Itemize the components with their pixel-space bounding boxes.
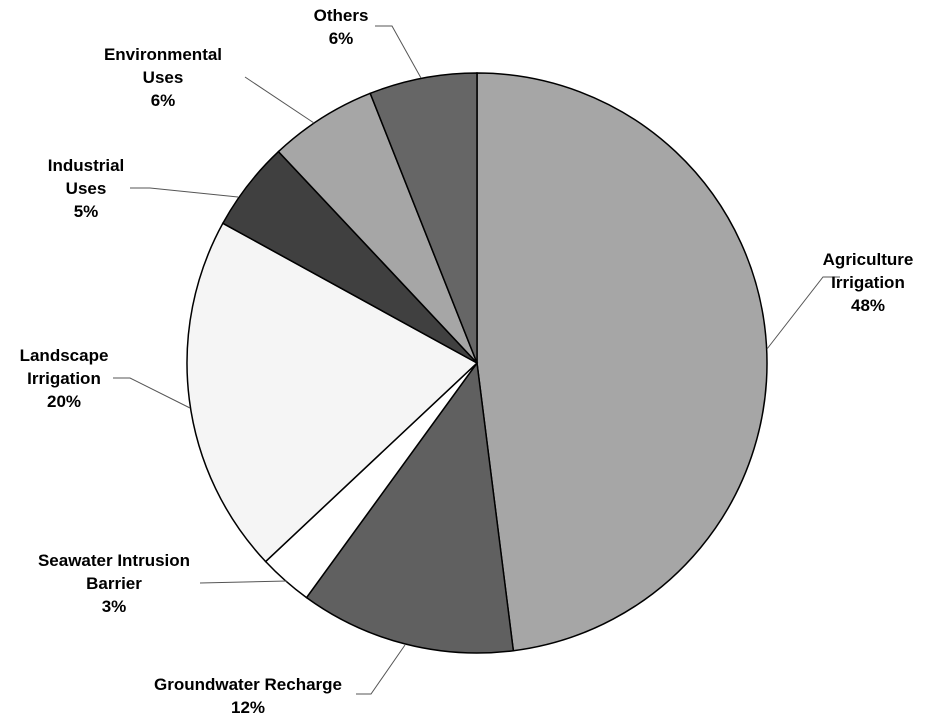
slice-percent: 5% <box>73 202 99 221</box>
slice-label-line: Seawater Intrusion <box>37 551 191 570</box>
slice-label: Others 6% <box>314 4 369 50</box>
slice-label-line: Groundwater Recharge <box>154 675 342 694</box>
leader-line <box>375 25 422 79</box>
slice-percent: 6% <box>150 91 176 110</box>
leader-lines <box>113 25 840 695</box>
slice-label: Environmental Uses 6% <box>104 43 222 112</box>
leader-line <box>244 76 315 124</box>
slice-percent: 48% <box>850 296 886 315</box>
slice-label-line: Industrial <box>47 156 125 175</box>
slice-percent: 3% <box>101 597 127 616</box>
slice-groundwater-recharge <box>305 361 515 654</box>
slice-label-line: Barrier <box>86 574 142 593</box>
slice-agriculture-irrigation <box>476 72 768 652</box>
slice-label-line: Agriculture <box>822 250 914 269</box>
leader-line <box>113 377 191 409</box>
slice-percent: 20% <box>46 392 82 411</box>
pie-slices <box>186 72 768 654</box>
slice-others <box>369 72 478 364</box>
slice-label-line: Others <box>313 6 369 25</box>
slice-label: Groundwater Recharge 12% <box>154 673 342 719</box>
slice-label: Seawater Intrusion Barrier 3% <box>38 549 190 618</box>
slice-percent: 6% <box>328 29 354 48</box>
slice-label: Landscape Irrigation 20% <box>20 344 109 413</box>
slice-label-line: Uses <box>65 179 107 198</box>
slice-landscape-irrigation <box>186 222 479 563</box>
slice-label: Industrial Uses 5% <box>48 154 125 223</box>
leader-line <box>356 644 406 695</box>
leader-line <box>130 187 239 198</box>
slice-label-line: Environmental <box>103 45 223 64</box>
leader-line <box>199 580 288 584</box>
slice-label-line: Irrigation <box>831 273 905 292</box>
slice-label-line: Uses <box>142 68 184 87</box>
slice-label-line: Landscape <box>19 346 109 365</box>
leader-line <box>766 276 840 350</box>
slice-percent: 12% <box>230 698 266 717</box>
slice-label-line: Irrigation <box>27 369 101 388</box>
slice-label: Agriculture Irrigation 48% <box>823 248 914 317</box>
